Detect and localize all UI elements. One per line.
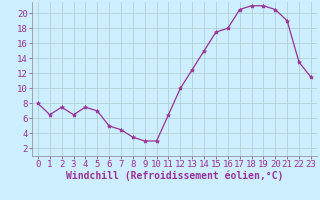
X-axis label: Windchill (Refroidissement éolien,°C): Windchill (Refroidissement éolien,°C) [66, 171, 283, 181]
